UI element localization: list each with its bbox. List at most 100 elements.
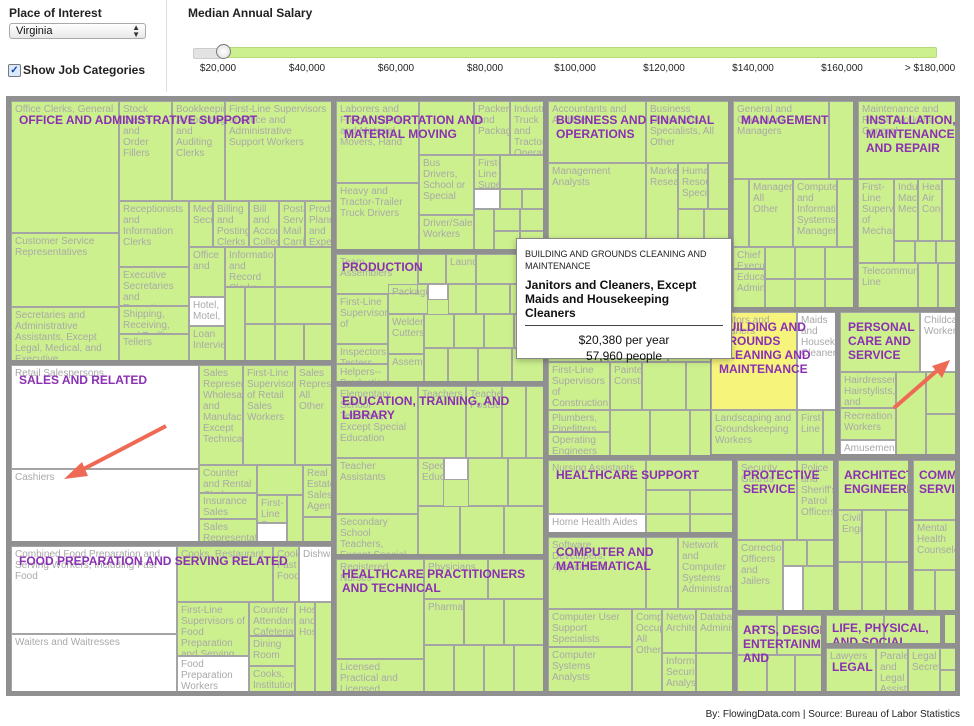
job-cell[interactable] — [837, 179, 853, 247]
job-cell[interactable]: Hairdressers, Hairstylists, and Cosmetol… — [840, 372, 896, 408]
job-cell[interactable]: Childcare Workers — [920, 312, 955, 372]
job-cell[interactable]: Sales Representatives, All Other — [295, 365, 331, 465]
job-cell[interactable]: Operating Engineers — [548, 432, 610, 455]
category-block-healthsupport[interactable]: Nursing Assistants Home Health Aides HEA… — [547, 459, 733, 533]
job-cell[interactable] — [245, 324, 275, 360]
job-cell[interactable]: Retail Salespersons — [11, 365, 199, 469]
job-cell[interactable] — [315, 602, 331, 691]
job-cell[interactable]: Teachers, Postsecondary — [466, 386, 502, 458]
job-cell[interactable]: Accountants and Auditors — [548, 101, 646, 163]
job-cell[interactable]: Loan Interviewers — [189, 326, 225, 360]
job-cell[interactable] — [418, 254, 446, 284]
job-cell[interactable] — [826, 615, 884, 643]
job-cell[interactable] — [733, 179, 749, 247]
category-block-computer[interactable]: Software Developers, Applications Networ… — [547, 536, 733, 692]
job-cell[interactable] — [275, 287, 331, 324]
job-cell[interactable]: Information and Record Clerks — [225, 247, 275, 287]
job-cell[interactable] — [428, 284, 448, 300]
category-block-business[interactable]: Accountants and Auditors Business Operat… — [547, 100, 729, 248]
job-cell[interactable] — [504, 599, 543, 645]
job-cell[interactable] — [287, 495, 303, 541]
job-cell[interactable]: Computer User Support Specialists — [548, 609, 632, 647]
job-cell[interactable] — [918, 263, 938, 307]
category-block-sales[interactable]: Retail Salespersons Cashiers Sales Repre… — [10, 364, 332, 542]
job-cell[interactable]: Packers and Packagers — [474, 101, 510, 155]
job-cell[interactable]: Chief Executives — [733, 247, 765, 269]
job-cell[interactable]: Network Architects — [662, 609, 696, 653]
job-cell[interactable]: First-Line Supervisors — [257, 495, 287, 523]
job-cell[interactable]: First-Line Supervisors of Construction — [548, 362, 610, 410]
job-cell[interactable]: Sales Representatives, Wholesale and Man… — [199, 365, 243, 465]
job-cell[interactable]: Industrial Machinery Mechanics — [894, 179, 918, 241]
job-cell[interactable] — [795, 247, 825, 279]
job-cell[interactable] — [646, 514, 690, 532]
job-cell[interactable] — [862, 562, 886, 610]
job-cell[interactable]: Insurance Sales Agents — [199, 493, 257, 519]
job-cell[interactable]: Cooks, Fast Food — [273, 546, 299, 602]
job-cell[interactable]: Secretaries and Administrative Assistant… — [11, 307, 119, 360]
job-cell[interactable] — [257, 465, 303, 495]
job-cell[interactable]: Customer Service Representatives — [11, 233, 119, 307]
job-cell[interactable]: Secondary School Teachers, Except Specia… — [336, 514, 418, 554]
job-cell[interactable]: Maids and Housekeeping Cleaners — [797, 312, 835, 410]
job-cell[interactable] — [795, 655, 821, 691]
job-cell[interactable]: Hosts and Hostesses — [295, 602, 315, 691]
job-cell[interactable]: Office Clerks, General — [11, 101, 119, 233]
job-cell[interactable] — [767, 655, 795, 691]
salary-slider-handle[interactable] — [216, 44, 231, 59]
show-categories-label[interactable]: Show Job Categories — [23, 63, 146, 77]
job-cell[interactable]: Driver/Sales Workers — [419, 215, 474, 249]
job-cell[interactable]: Bill and Account Collectors — [249, 201, 279, 247]
job-cell[interactable] — [500, 155, 543, 189]
job-cell[interactable] — [783, 540, 807, 566]
job-cell[interactable]: Executive Secretaries and Executive — [119, 267, 189, 306]
job-cell[interactable] — [940, 648, 955, 670]
job-cell[interactable]: Cooks, Restaurant — [177, 546, 273, 602]
job-cell[interactable]: Nursing Assistants — [548, 460, 646, 514]
job-cell[interactable]: Home Health Aides — [548, 514, 646, 532]
job-cell[interactable]: Market Research — [646, 163, 678, 247]
job-cell[interactable] — [448, 284, 476, 314]
job-cell[interactable] — [886, 510, 908, 562]
job-cell[interactable]: Paralegals and Legal Assistants — [876, 648, 908, 691]
job-cell[interactable] — [424, 348, 448, 381]
job-cell[interactable] — [886, 562, 908, 610]
job-cell[interactable] — [765, 247, 795, 279]
category-block-management[interactable]: General and Operations Managers Managers… — [732, 100, 854, 308]
job-cell[interactable]: Registered Nurses — [336, 559, 424, 659]
job-cell[interactable]: First-Line Supervisors of Food Preparati… — [177, 602, 249, 656]
job-cell[interactable] — [704, 209, 728, 247]
category-block-food[interactable]: Combined Food Preparation and Serving Wo… — [10, 545, 332, 692]
job-cell[interactable] — [840, 312, 920, 372]
job-cell[interactable] — [825, 279, 853, 307]
job-cell[interactable]: Assemblers — [388, 354, 424, 381]
job-cell[interactable]: First-Line Supervisors of — [336, 294, 388, 344]
job-cell[interactable]: Stock Clerks and Order Fillers — [119, 101, 172, 201]
job-cell[interactable]: Management Analysts — [548, 163, 646, 247]
job-cell[interactable] — [678, 209, 704, 247]
job-cell[interactable]: Production, Planning, and Expediting Cle… — [305, 201, 331, 247]
job-cell[interactable] — [275, 247, 331, 287]
category-block-community[interactable]: Mental Health Counselors COMMUNITY AND S… — [912, 459, 956, 611]
job-cell[interactable] — [464, 599, 504, 645]
job-cell[interactable]: Managers, All Other — [749, 179, 793, 247]
job-cell[interactable]: Teacher Assistants — [336, 458, 418, 514]
job-cell[interactable] — [468, 458, 508, 506]
category-block-office[interactable]: Office Clerks, General Stock Clerks and … — [10, 100, 332, 361]
category-block-legal[interactable]: Lawyers Paralegals and Legal Assistants … — [825, 647, 956, 692]
job-cell[interactable] — [690, 490, 732, 514]
job-cell[interactable]: Lawyers — [826, 648, 876, 691]
category-block-installation[interactable]: Maintenance and Repair Workers, General … — [857, 100, 956, 308]
job-cell[interactable]: Welders, Cutters, — [388, 314, 424, 354]
job-cell[interactable]: Bookkeeping, Accounting, and Auditing Cl… — [172, 101, 225, 201]
job-cell[interactable] — [474, 189, 500, 209]
category-block-protective[interactable]: Security Guards Police and Sheriff's Pat… — [736, 459, 834, 611]
job-cell[interactable]: Elementary School Teachers, Except Speci… — [336, 386, 418, 458]
job-cell[interactable]: Billing and Posting Clerks — [213, 201, 249, 247]
job-cell[interactable] — [474, 209, 494, 249]
job-cell[interactable] — [936, 241, 955, 263]
job-cell[interactable] — [938, 263, 955, 307]
job-cell[interactable]: Counter and Rental Clerks — [199, 465, 257, 493]
job-cell[interactable] — [418, 506, 460, 554]
job-cell[interactable] — [650, 410, 690, 455]
